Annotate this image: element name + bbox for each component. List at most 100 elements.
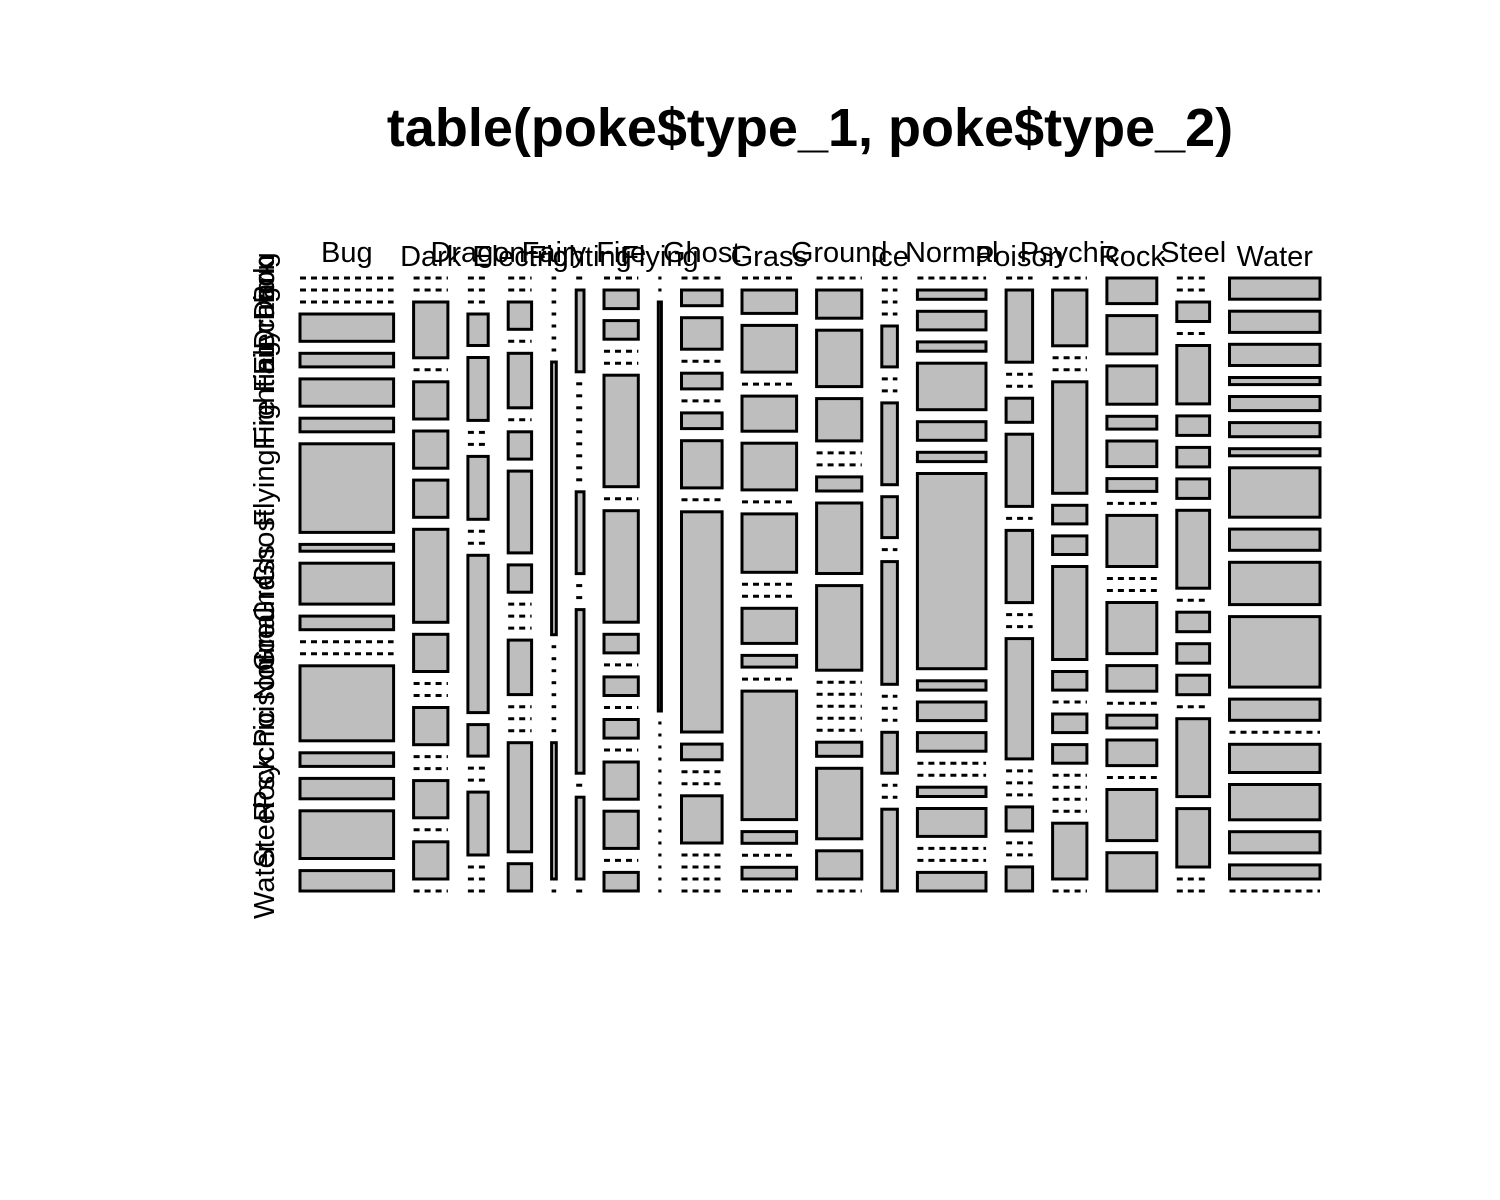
- tile-dark-dragon: [412, 300, 450, 360]
- tile-grass-steel: [740, 865, 799, 881]
- row-label-normal: Normal: [249, 607, 281, 700]
- column-label-water: Water: [1237, 241, 1314, 273]
- row-label-water: Water: [249, 842, 281, 919]
- tile-fire-fighting: [602, 373, 640, 489]
- tile-psychic-dark: [1051, 288, 1089, 348]
- column-label-bug: Bug: [321, 237, 373, 269]
- tile-water-psychic: [1228, 783, 1322, 822]
- tile-water-dragon: [1228, 342, 1322, 367]
- tile-bug-fairy: [298, 351, 396, 369]
- tile-fairy-steel: [550, 741, 558, 881]
- tile-dark-fighting: [412, 429, 450, 470]
- tile-normal-fighting: [915, 420, 988, 442]
- tile-normal-fairy: [915, 361, 988, 412]
- tile-steel-rock: [1175, 807, 1212, 869]
- tile-dark-steel: [412, 840, 450, 881]
- tile-rock-electric: [1105, 414, 1159, 431]
- tile-dark-ghost: [412, 632, 450, 673]
- tile-poison-psychic: [1004, 805, 1035, 833]
- tile-poison-ground: [1004, 637, 1035, 761]
- row-label-fairy: Fairy: [249, 327, 281, 392]
- tile-electric-ghost: [506, 563, 534, 594]
- row-label-flying: Flying: [249, 449, 281, 526]
- tile-ghost-grass: [680, 510, 724, 734]
- row-label-rock: Rock: [249, 755, 281, 822]
- column-label-fairy: Fairy: [522, 237, 587, 269]
- tile-dark-fairy: [412, 380, 450, 421]
- row-label-fighting: Fighting: [249, 341, 281, 444]
- row-label-steel: Steel: [249, 802, 281, 868]
- tile-ice-fairy: [880, 324, 899, 369]
- tile-bug-grass: [298, 561, 396, 606]
- tile-rock-steel: [1105, 788, 1159, 843]
- tile-ground-fire: [815, 475, 864, 493]
- tile-ground-flying: [815, 501, 864, 575]
- tile-fire-flying: [602, 509, 640, 624]
- tile-normal-psychic: [915, 807, 988, 838]
- tile-normal-electric: [915, 340, 988, 353]
- tile-water-ice: [1228, 697, 1322, 722]
- tile-fighting-psychic: [574, 608, 586, 775]
- tile-rock-dragon: [1105, 364, 1159, 406]
- tile-bug-flying: [298, 442, 396, 534]
- row-label-ground: Ground: [249, 575, 281, 672]
- column-label-flying: Flying: [621, 241, 698, 273]
- row-labels: BugDarkDragonElectricFairyFightingFireFl…: [249, 252, 281, 919]
- tile-steel-psychic: [1175, 717, 1212, 799]
- tile-steel-flying: [1175, 477, 1212, 500]
- tile-rock-fairy: [1105, 439, 1159, 469]
- tile-normal-water: [915, 870, 988, 893]
- tile-ground-dragon: [815, 328, 864, 389]
- column-label-poison: Poison: [975, 241, 1064, 273]
- tile-dark-ice: [412, 706, 450, 747]
- tile-ghost-dark: [680, 288, 724, 308]
- tile-normal-ground: [915, 731, 988, 753]
- tile-grass-flying: [740, 512, 799, 574]
- tile-water-steel: [1228, 863, 1322, 881]
- tile-grass-dark: [740, 288, 799, 315]
- column-label-ghost: Ghost: [663, 237, 740, 269]
- row-label-bug: Bug: [249, 252, 281, 304]
- column-label-dark: Dark: [400, 241, 462, 273]
- tile-electric-flying: [506, 469, 534, 555]
- tile-rock-psychic: [1105, 738, 1159, 768]
- tile-electric-fairy: [506, 351, 534, 410]
- tile-dragon-psychic: [466, 790, 490, 857]
- column-label-ground: Ground: [791, 237, 888, 269]
- tile-psychic-ghost: [1051, 670, 1089, 692]
- tile-steel-fire: [1175, 445, 1212, 469]
- column-label-rock: Rock: [1099, 241, 1166, 273]
- tile-psychic-fairy: [1051, 380, 1089, 495]
- tile-poison-dark: [1004, 288, 1035, 364]
- tile-fire-water: [602, 870, 640, 893]
- column-label-fighting: Fighting: [529, 241, 632, 273]
- tile-normal-poison: [915, 785, 988, 799]
- row-label-dark: Dark: [249, 259, 281, 321]
- tile-ice-ghost: [880, 495, 899, 540]
- tile-normal-flying: [915, 472, 988, 671]
- tile-grass-fairy: [740, 394, 799, 433]
- tile-rock-bug: [1105, 276, 1159, 306]
- tile-poison-flying: [1004, 528, 1035, 605]
- tile-dragon-ice: [466, 723, 490, 758]
- tile-electric-fire: [506, 430, 534, 461]
- tile-steel-ground: [1175, 610, 1212, 634]
- tile-water-ghost: [1228, 527, 1322, 552]
- tile-rock-fighting: [1105, 477, 1159, 493]
- tile-dragon-fairy: [466, 356, 490, 422]
- tile-poison-water: [1004, 865, 1035, 893]
- tile-water-electric: [1228, 376, 1322, 387]
- tile-water-fairy: [1228, 395, 1322, 413]
- tile-normal-fire: [915, 450, 988, 464]
- tile-psychic-flying: [1051, 565, 1089, 661]
- tile-ice-flying: [880, 401, 899, 487]
- tile-bug-ghost: [298, 542, 396, 553]
- tile-rock-poison: [1105, 713, 1159, 730]
- tile-water-ground: [1228, 615, 1322, 689]
- tile-water-fire: [1228, 447, 1322, 458]
- tile-steel-fairy: [1175, 344, 1212, 406]
- tile-fire-normal: [602, 718, 640, 740]
- tile-water-dark: [1228, 309, 1322, 334]
- tile-grass-dragon: [740, 323, 799, 374]
